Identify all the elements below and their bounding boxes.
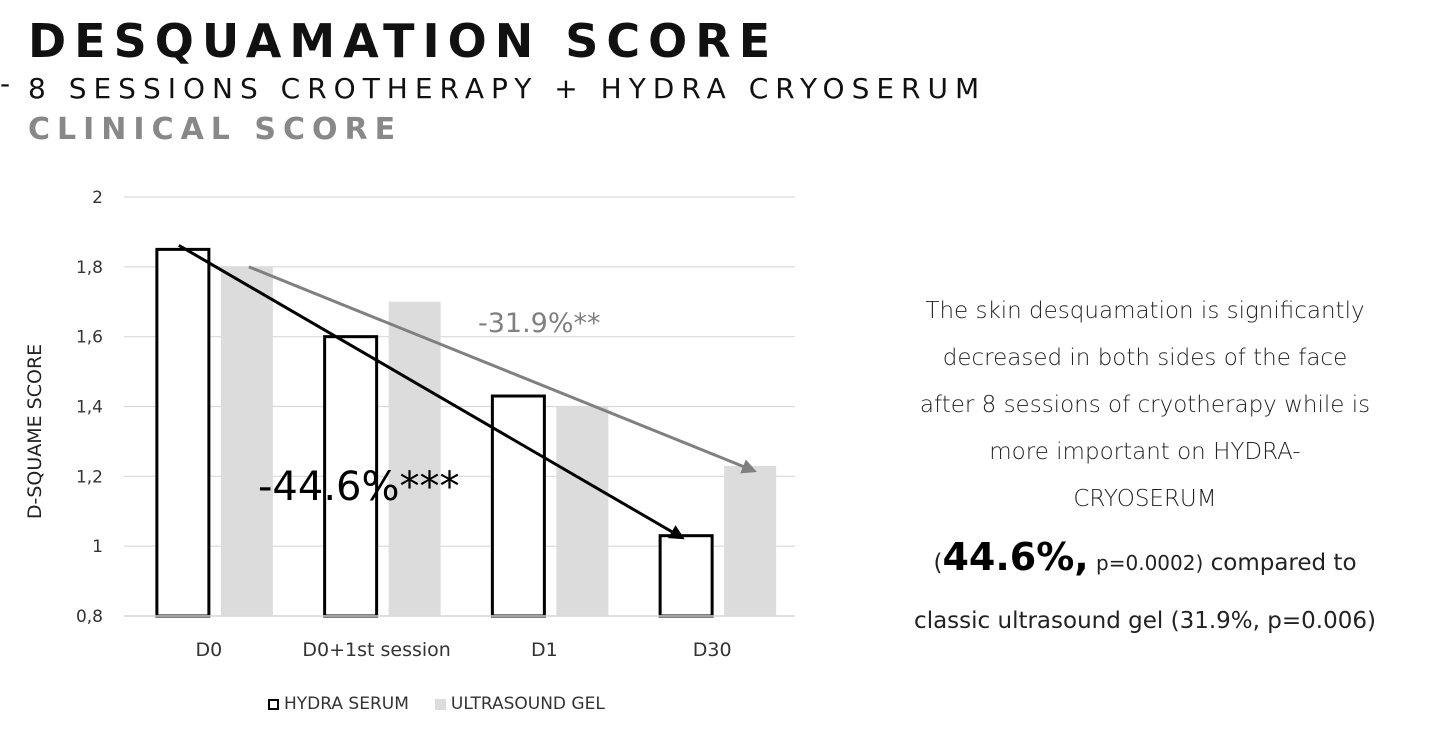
stat-p-value: p=0.0002) xyxy=(1096,551,1204,575)
y-tick-label: 0,8 xyxy=(76,607,103,627)
y-tick-label: 1,4 xyxy=(76,398,103,418)
conclusion-line: The skin desquamation is significantly xyxy=(925,298,1365,324)
legend-swatch-hydra xyxy=(268,698,279,710)
conclusion-line: more important on HYDRA- xyxy=(989,439,1301,465)
legend-label-hydra: HYDRA SERUM xyxy=(284,694,409,714)
legend-swatch-gel xyxy=(434,698,446,710)
stat-value: 44.6%, xyxy=(942,535,1089,579)
y-tick-label: 1,2 xyxy=(76,467,103,487)
y-tick-label: 1,6 xyxy=(76,328,103,348)
conclusion-tail: classic ultrasound gel (31.9%, p=0.006) xyxy=(914,608,1376,634)
annotation-hydra-change: -44.6%*** xyxy=(258,464,460,510)
bar-hydra-serum xyxy=(490,394,546,618)
bar-hydra-serum xyxy=(155,247,211,618)
bar-hydra-serum xyxy=(658,534,714,618)
bar-ultrasound-gel xyxy=(556,406,609,616)
page-subtitle: -8 SESSIONS CROTHERAPY + HYDRA CRYOSERUM xyxy=(0,70,986,103)
desquamation-bar-chart: 0,8 1 1,2 1,4 1,6 1,8 2 D-SQUAME SCORE D0 D0+1st … xyxy=(24,188,795,661)
y-tick-label: 1 xyxy=(92,537,103,557)
y-axis-title: D-SQUAME SCORE xyxy=(24,344,46,519)
legend-item-gel: ULTRASOUND GEL xyxy=(434,694,605,714)
conclusion-line: after 8 sessions of cryotherapy while is xyxy=(919,392,1371,418)
conclusion-stat: (44.6%, p=0.0002) compared to xyxy=(905,538,1385,576)
subtitle-text: 8 SESSIONS CROTHERAPY + HYDRA CRYOSERUM xyxy=(28,72,987,105)
bar-ultrasound-gel xyxy=(220,266,273,616)
legend-item-hydra: HYDRA SERUM xyxy=(268,694,409,714)
page-title: DESQUAMATION SCORE xyxy=(28,14,779,68)
chart-legend: HYDRA SERUM ULTRASOUND GEL xyxy=(268,694,631,714)
bar-ultrasound-gel xyxy=(724,465,777,616)
x-tick-label: D30 xyxy=(693,639,732,661)
bar-ultrasound-gel xyxy=(388,301,441,616)
conclusion-line: CRYOSERUM xyxy=(1073,486,1217,512)
trend-arrow-hydra-serum xyxy=(178,244,685,540)
legend-label-gel: ULTRASOUND GEL xyxy=(450,694,605,714)
section-title: CLINICAL SCORE xyxy=(28,112,403,147)
y-tick-label: 1,8 xyxy=(76,258,103,278)
stat-tail: compared to xyxy=(1210,550,1357,576)
annotation-gel-change: -31.9%** xyxy=(478,308,601,339)
x-tick-label: D1 xyxy=(531,639,558,661)
conclusion-text: The skin desquamation is significantly d… xyxy=(905,288,1385,523)
x-tick-label: D0+1st session xyxy=(302,639,450,661)
y-tick-label: 2 xyxy=(92,188,103,208)
conclusion-line: decreased in both sides of the face xyxy=(942,345,1348,371)
stat-open-paren: ( xyxy=(933,550,943,576)
trend-arrow-ultrasound-gel xyxy=(248,265,757,474)
bar-hydra-serum xyxy=(323,335,379,618)
subtitle-prefix: - xyxy=(0,70,18,98)
x-tick-label: D0 xyxy=(196,639,223,661)
